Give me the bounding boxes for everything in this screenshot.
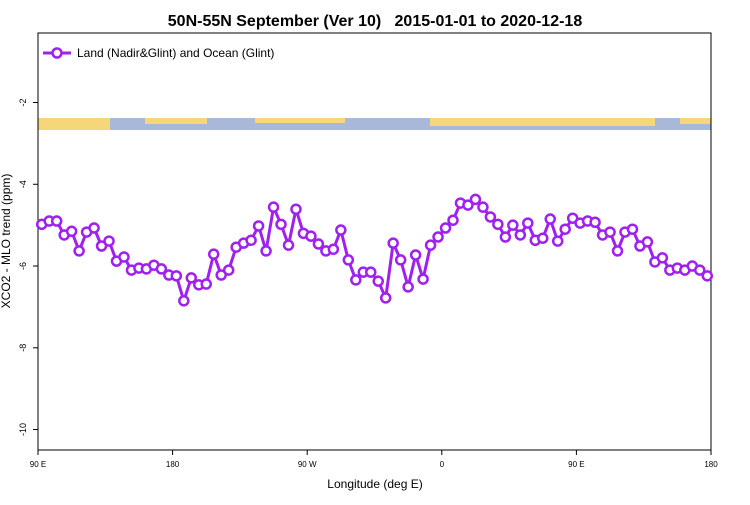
data-point (327, 243, 340, 256)
data-point (245, 234, 257, 247)
data-point (551, 235, 564, 247)
data-point (200, 278, 212, 290)
data-point (544, 213, 556, 225)
data-point (365, 266, 377, 278)
data-point (447, 214, 459, 226)
data-point (589, 216, 601, 229)
legend-label: Land (Nadir&Glint) and Ocean (Glint) (77, 46, 274, 60)
data-point (439, 222, 452, 234)
data-point (522, 217, 534, 229)
data-point (641, 236, 654, 248)
data-point (604, 226, 616, 238)
y-tick-label: -4 (18, 180, 28, 188)
data-point (394, 254, 407, 266)
data-point (305, 230, 317, 242)
data-point (185, 272, 198, 284)
y-tick-label: -2 (18, 98, 28, 106)
data-point (170, 270, 183, 282)
y-tick-label: -6 (18, 262, 28, 270)
data-point (252, 220, 265, 232)
data-point (477, 201, 489, 213)
data-point (694, 264, 706, 276)
data-point (656, 252, 669, 264)
x-tick-label: 90 E (30, 460, 46, 469)
data-point (267, 201, 280, 213)
x-tick-label: 0 (440, 460, 445, 469)
chart-title: 50N-55N September (Ver 10) 2015-01-01 to… (168, 13, 583, 30)
data-point (290, 203, 302, 215)
data-point (484, 211, 497, 223)
data-point (432, 231, 444, 243)
y-tick-label: -8 (18, 344, 28, 352)
x-tick-label: 180 (166, 460, 180, 469)
data-point (559, 223, 571, 235)
y-axis-label: XCO2 - MLO trend (ppm) (0, 174, 13, 309)
data-point (65, 225, 78, 238)
data-point (417, 273, 429, 285)
data-point (207, 248, 220, 260)
land-ocean-strip (38, 118, 711, 130)
plot-frame (37, 32, 712, 451)
data-point (312, 238, 325, 250)
data-point (335, 224, 347, 236)
data-point (409, 249, 422, 261)
legend-marker (51, 47, 63, 59)
data-point (514, 229, 527, 241)
data-point (387, 237, 399, 249)
data-point (379, 292, 392, 304)
data-point (342, 254, 355, 266)
x-axis-label: Longitude (deg E) (327, 477, 422, 491)
data-point (222, 264, 235, 276)
data-point (537, 232, 549, 244)
data-point (350, 274, 362, 286)
data-point (492, 218, 504, 231)
data-point (282, 239, 295, 251)
data-point (118, 251, 130, 263)
data-point (462, 199, 474, 211)
data-point (424, 239, 437, 251)
data-point (275, 218, 287, 231)
data-point (499, 231, 512, 243)
x-tick-label: 90 E (568, 460, 584, 469)
data-point (88, 222, 100, 234)
data-point (103, 235, 115, 247)
data-point (469, 193, 482, 206)
data-point (73, 245, 85, 257)
data-point (611, 245, 624, 257)
x-tick-label: 180 (704, 460, 718, 469)
data-point (372, 275, 384, 287)
data-point (626, 223, 639, 235)
data-point (260, 245, 272, 257)
data-point (402, 281, 414, 293)
data-point (701, 270, 714, 282)
y-tick-label: -10 (18, 423, 28, 436)
data-point (155, 263, 168, 275)
data-point (178, 295, 190, 307)
data-point (50, 215, 63, 227)
data-point (507, 219, 519, 231)
x-tick-label: 90 W (298, 460, 317, 469)
